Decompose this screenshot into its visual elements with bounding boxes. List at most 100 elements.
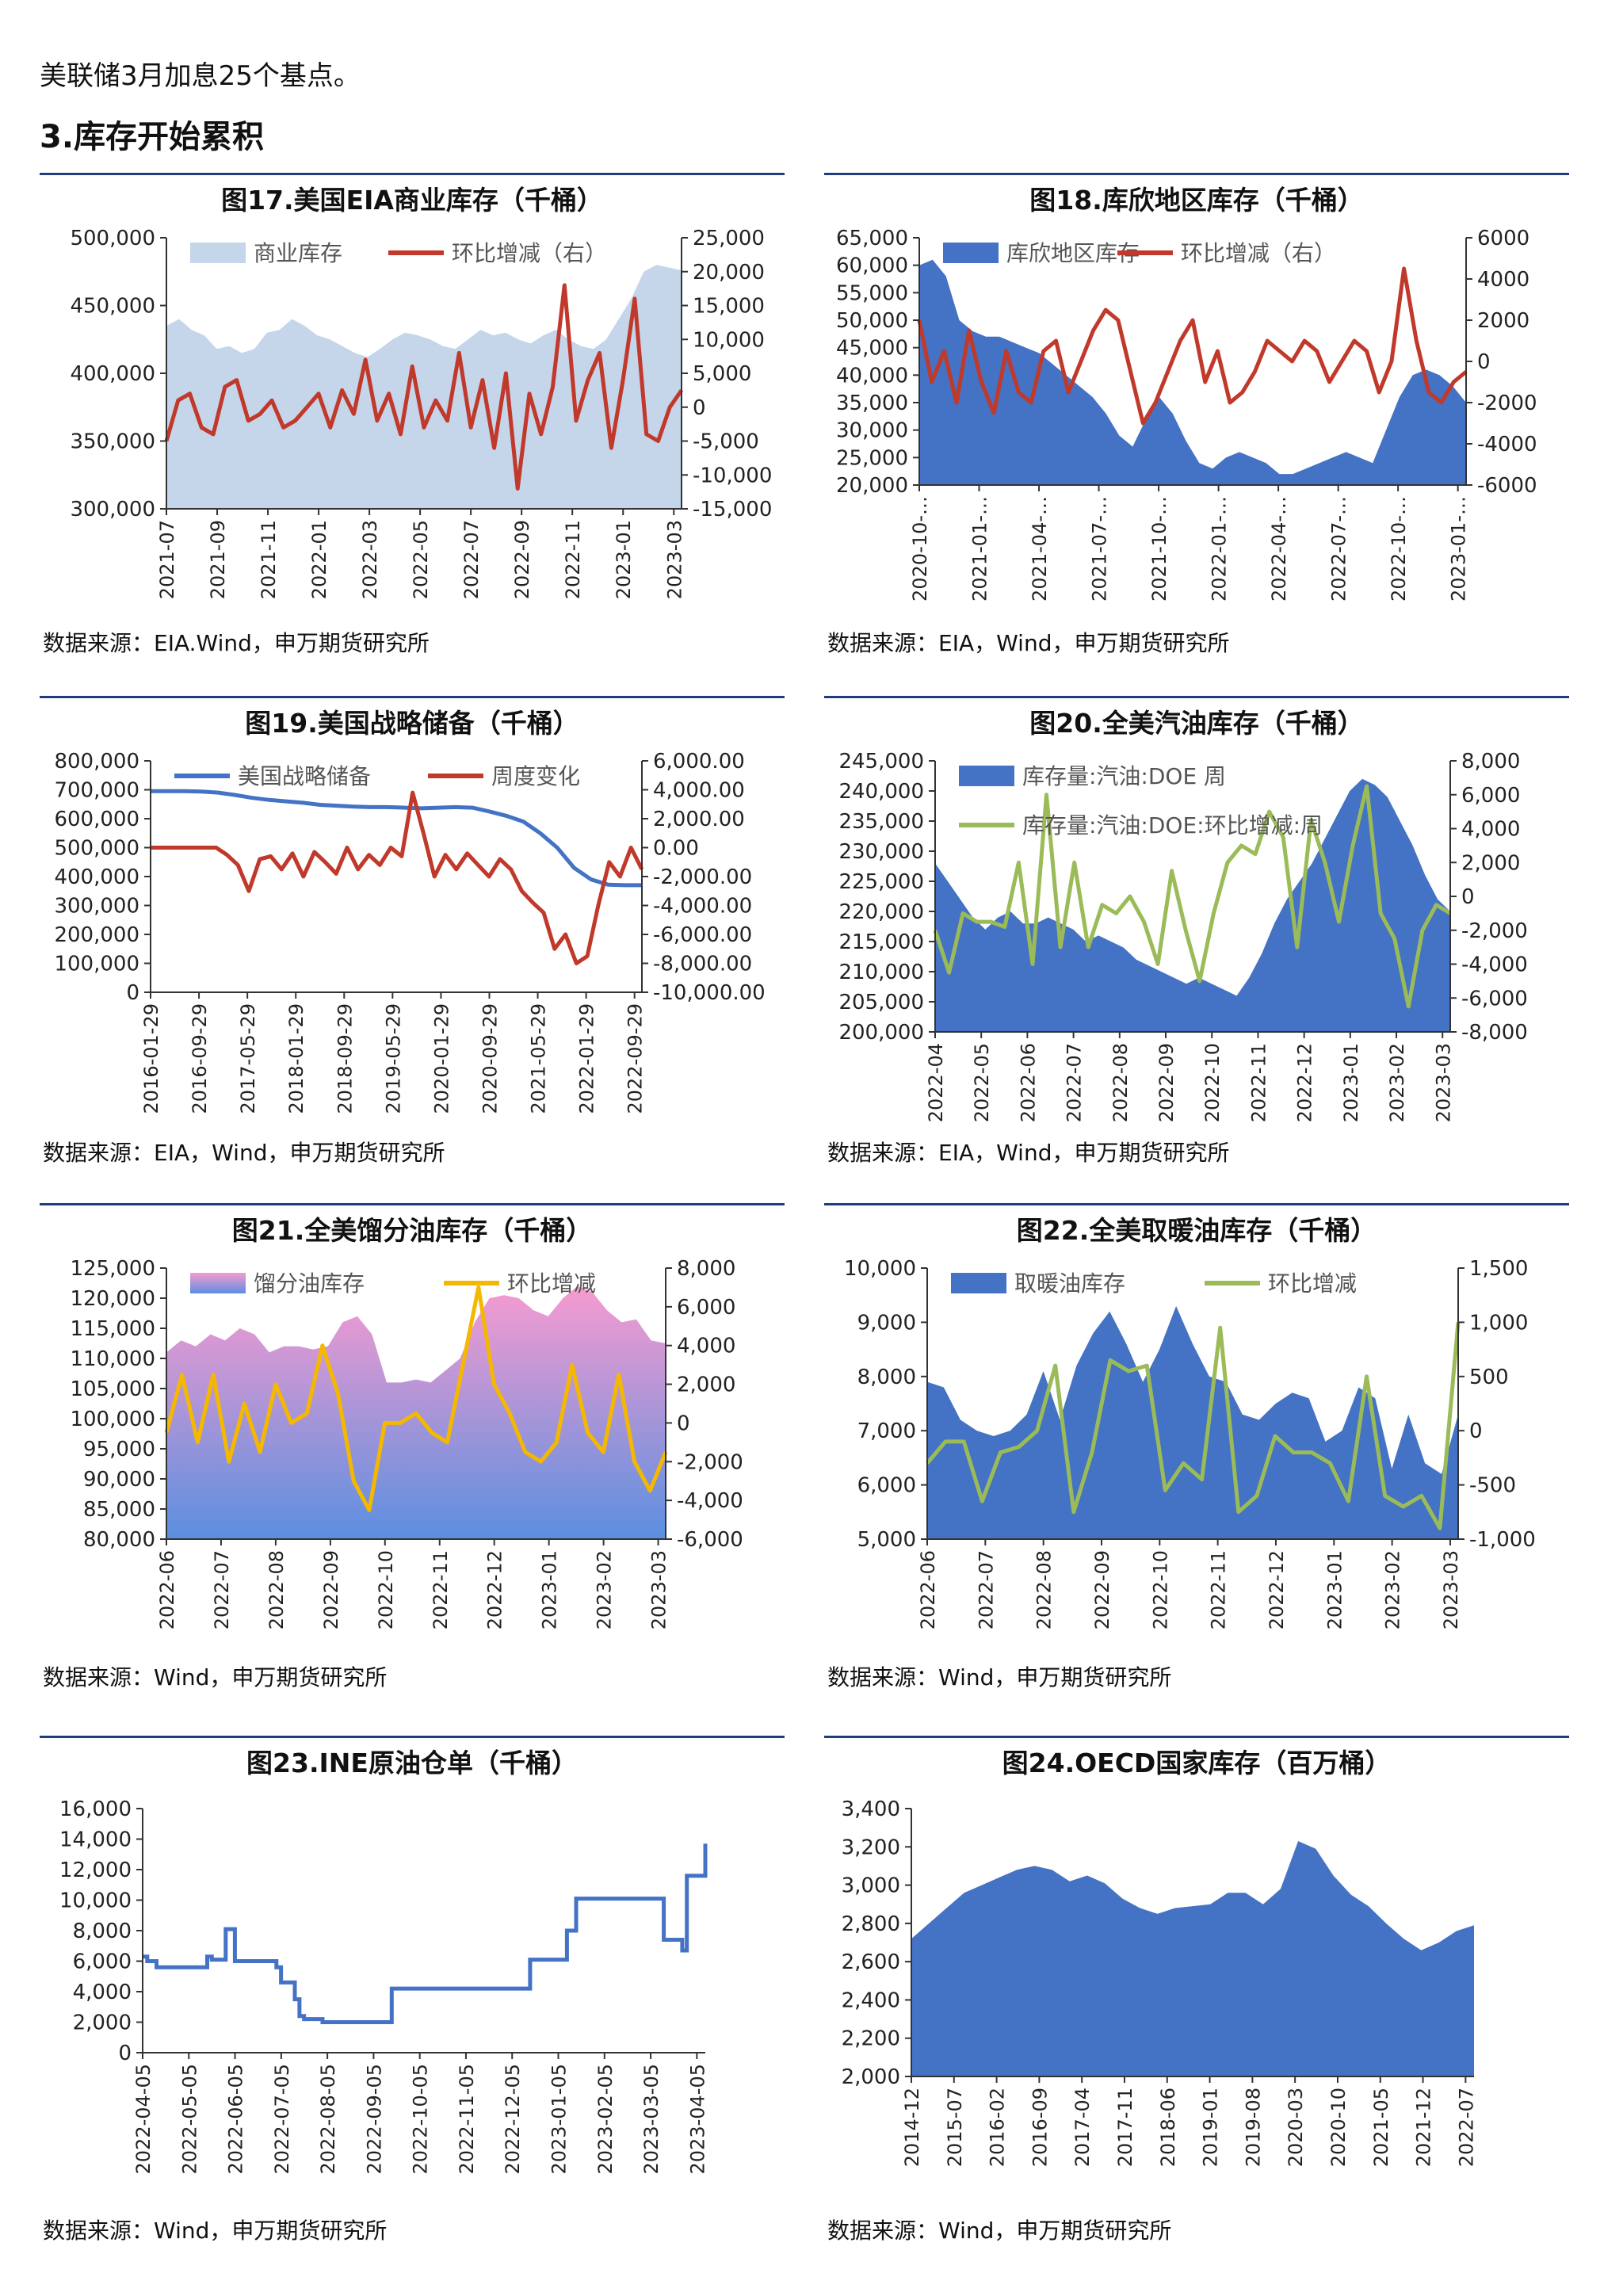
chart-panel-fig21: 图21.全美馏分油库存（千桶） 80,000 85,000 90,000 95,000… xyxy=(40,1203,785,1710)
y-tick-label-left: 110,000 xyxy=(70,1347,155,1371)
y-tick-label-left: 450,000 xyxy=(70,295,155,319)
x-tick-label: 2022-01-… xyxy=(1209,496,1231,602)
y-tick-label-right: 2,000.00 xyxy=(653,808,745,831)
legend-item-0: 取暖油库存 xyxy=(951,1270,1125,1297)
y-tick-label-left: 5,000 xyxy=(857,1528,916,1552)
x-tick-label: 2022-12-05 xyxy=(502,2064,524,2174)
chart-panel-fig18: 图18.库欣地区库存（千桶） 20,000 25,000 30,000 35,000 4… xyxy=(824,173,1569,680)
x-tick-label: 2023-01 xyxy=(1323,1550,1346,1629)
x-tick-label: 2022-10-… xyxy=(1388,496,1410,602)
x-tick-label: 2016-09 xyxy=(1029,2088,1051,2167)
chart-source: 数据来源：EIA.Wind，申万期货研究所 xyxy=(43,630,430,656)
x-tick-label: 2023-03 xyxy=(1432,1043,1454,1122)
series-1-line xyxy=(917,266,1468,426)
y-tick-label-left: 245,000 xyxy=(838,750,924,774)
panel-rule xyxy=(824,696,1569,698)
x-tick-label: 2023-02 xyxy=(1382,1550,1404,1629)
y-tick-label-left: 2,200 xyxy=(842,2027,900,2051)
x-tick-label: 2014-12 xyxy=(901,2088,923,2167)
chart-title: 图22.全美取暖油库存（千桶） xyxy=(1016,1215,1377,1246)
x-tick-label: 2022-08 xyxy=(1109,1043,1132,1122)
y-tick-label-right: -10,000 xyxy=(693,464,772,487)
chart-fig17: 300,000 350,000 400,000 450,000 500,000 -15,0… xyxy=(70,227,772,599)
y-tick-label-left: 2,600 xyxy=(842,1950,900,1974)
legend-label: 环比增减 xyxy=(1268,1270,1357,1297)
series-1-line xyxy=(151,790,644,965)
y-tick-label-left: 235,000 xyxy=(838,810,924,834)
panel-rule xyxy=(40,173,785,175)
chart-title: 图23.INE原油仓单（千桶） xyxy=(246,1748,578,1778)
y-tick-label-left: 50,000 xyxy=(836,309,908,333)
x-tick-label: 2022-06 xyxy=(156,1550,178,1629)
x-tick-label: 2022-12 xyxy=(1294,1043,1316,1122)
x-tick-label: 2015-07 xyxy=(944,2088,966,2167)
y-tick-label-left: 350,000 xyxy=(70,430,155,454)
y-tick-label-right: 10,000 xyxy=(693,328,765,352)
y-tick-label-left: 45,000 xyxy=(836,337,908,361)
legend-label: 环比增减（右） xyxy=(1181,240,1336,266)
y-tick-label-left: 8,000 xyxy=(73,1920,132,1943)
y-tick-label-right: -15,000 xyxy=(693,498,772,521)
y-tick-label-left: 14,000 xyxy=(59,1828,132,1852)
legend-item-1: 环比增减 xyxy=(444,1270,596,1297)
legend-item-1: 环比增减 xyxy=(1205,1270,1357,1297)
series-0-line xyxy=(151,789,642,888)
x-tick-label: 2022-09 xyxy=(1091,1550,1113,1629)
y-tick-label-right: -10,000.00 xyxy=(653,981,766,1005)
chart-source: 数据来源：EIA，Wind，申万期货研究所 xyxy=(43,1140,445,1166)
chart-title: 图21.全美馏分油库存（千桶） xyxy=(231,1215,593,1246)
series-0-area xyxy=(935,778,1450,1032)
y-tick-label-right: 6,000 xyxy=(1461,784,1520,808)
legend-item-0: 馏分油库存 xyxy=(190,1270,365,1297)
y-tick-label-right: 20,000 xyxy=(693,261,765,285)
x-tick-label: 2023-03 xyxy=(648,1550,670,1629)
legend-label: 库存量:汽油:DOE:环比增减:周 xyxy=(1022,812,1323,839)
y-tick-label-right: -6,000 xyxy=(677,1528,743,1552)
chart-source: 数据来源：EIA，Wind，申万期货研究所 xyxy=(827,630,1230,656)
x-tick-label: 2022-01-29 xyxy=(576,1003,598,1114)
x-tick-label: 2022-11 xyxy=(562,520,584,599)
x-tick-label: 2022-10-05 xyxy=(410,2064,432,2174)
y-tick-label-left: 2,400 xyxy=(842,1988,900,2012)
y-tick-label-left: 60,000 xyxy=(836,254,908,278)
x-tick-label: 2022-07 xyxy=(975,1550,997,1629)
x-tick-label: 2021-09 xyxy=(207,520,229,599)
x-tick-label: 2018-06 xyxy=(1157,2088,1179,2167)
y-tick-label-right: 15,000 xyxy=(693,295,765,319)
panel-rule xyxy=(40,1203,785,1205)
y-tick-label-right: 6,000.00 xyxy=(653,750,745,774)
legend-item-1: 周度变化 xyxy=(428,763,580,789)
x-tick-label: 2021-10-… xyxy=(1148,496,1170,602)
y-tick-label-right: 2000 xyxy=(1477,309,1529,333)
x-tick-label: 2023-03-05 xyxy=(640,2064,663,2174)
legend-swatch xyxy=(943,243,999,263)
y-tick-label-left: 3,200 xyxy=(842,1836,900,1859)
series-0-area xyxy=(911,1841,1474,2076)
y-tick-label-left: 12,000 xyxy=(59,1859,132,1882)
legend-label: 环比增减 xyxy=(507,1270,596,1297)
x-tick-label: 2022-05-05 xyxy=(178,2064,200,2174)
x-tick-label: 2023-02 xyxy=(1386,1043,1408,1122)
y-tick-label-right: 25,000 xyxy=(693,227,765,250)
y-tick-label-left: 9,000 xyxy=(857,1311,916,1335)
y-tick-label-left: 100,000 xyxy=(70,1408,155,1431)
y-tick-label-left: 200,000 xyxy=(54,923,139,947)
x-tick-label: 2022-07 xyxy=(1064,1043,1086,1122)
y-tick-label-right: 4000 xyxy=(1477,268,1529,292)
x-tick-label: 2023-01 xyxy=(539,1550,561,1629)
x-tick-label: 2022-09-29 xyxy=(624,1003,647,1114)
x-tick-label: 2022-09 xyxy=(320,1550,342,1629)
y-tick-label-left: 120,000 xyxy=(70,1287,155,1311)
y-tick-label-right: -5,000 xyxy=(693,430,759,454)
series-0-area xyxy=(166,265,682,509)
y-tick-label-left: 4,000 xyxy=(73,1981,132,2004)
series-1-line xyxy=(164,283,684,491)
y-tick-label-left: 25,000 xyxy=(836,446,908,470)
chart-fig18: 20,000 25,000 30,000 35,000 40,000 45,000 50,0… xyxy=(836,227,1537,602)
x-tick-label: 2021-07-… xyxy=(1089,496,1111,602)
legend-swatch xyxy=(959,766,1014,786)
y-tick-label-left: 0 xyxy=(126,981,139,1005)
x-tick-label: 2016-09-29 xyxy=(189,1003,211,1114)
legend-label: 美国战略储备 xyxy=(238,763,371,789)
y-tick-label-right: 5,000 xyxy=(693,362,751,386)
